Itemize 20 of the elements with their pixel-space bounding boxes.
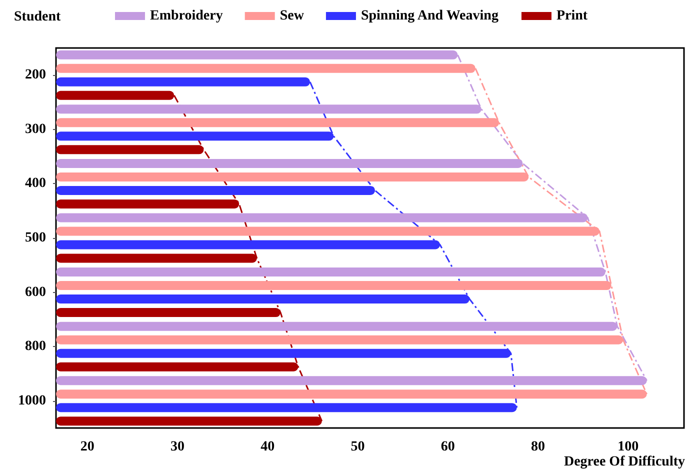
text: 30 [170,440,185,454]
y-tick-label: 300 [25,122,46,137]
legend-label: Spinning And Weaving [360,8,498,24]
y-tick-label: 800 [25,339,46,354]
y-tick-label: 500 [25,230,46,246]
legend-label: Print [556,8,588,24]
text: 100 [618,440,639,454]
text: 40 [260,440,275,454]
text: 80 [530,440,545,454]
text: 50 [350,440,365,454]
legend-label: Sew [280,8,305,24]
text: 20 [80,440,94,454]
x-axis-title: Degree Of Difficulty [564,454,685,470]
text: 60 [440,440,455,454]
legend-label: Embroidery [150,8,223,24]
y-tick-label: 400 [25,176,46,192]
y-tick-label: 600 [25,284,46,300]
y-tick-label: 200 [25,68,46,83]
y-tick-label: 1000 [18,393,46,408]
y-axis-title: Student [14,10,62,24]
